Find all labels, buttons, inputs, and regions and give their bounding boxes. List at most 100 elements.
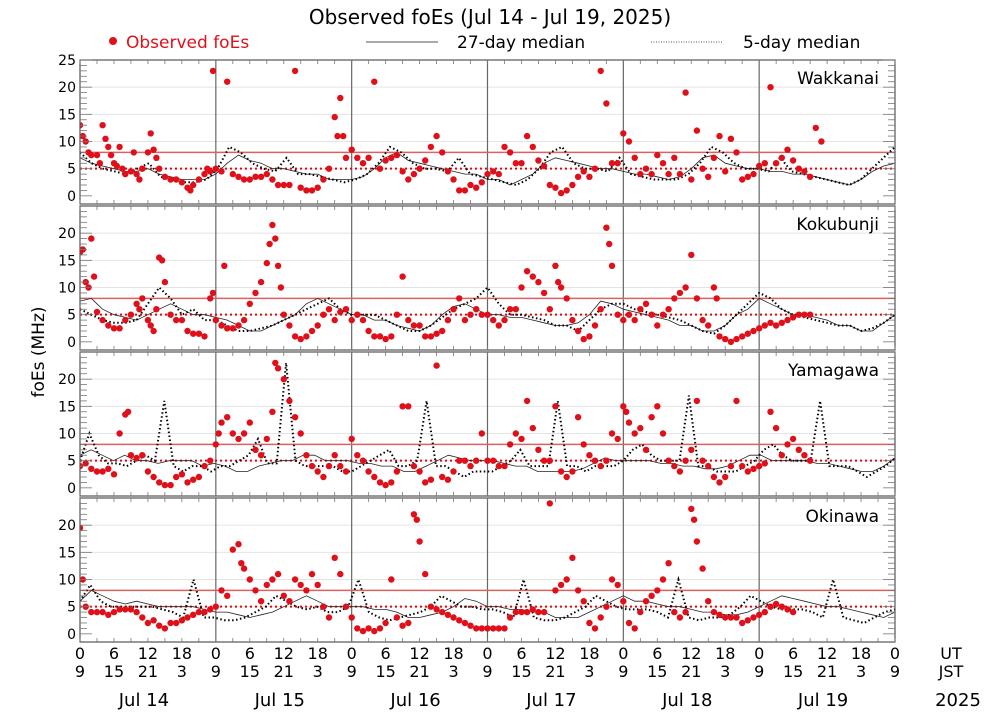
observed-point — [761, 160, 768, 167]
observed-point — [637, 608, 644, 616]
x-tick-jst: 3 — [584, 662, 594, 681]
observed-point — [195, 608, 203, 616]
observed-point — [642, 598, 650, 605]
observed-point — [682, 608, 689, 616]
x-tick-ut: 6 — [109, 644, 119, 663]
observed-point — [224, 592, 231, 599]
observed-point — [88, 151, 95, 159]
observed-point — [671, 462, 678, 470]
observed-point — [88, 608, 95, 616]
observed-point — [591, 322, 599, 329]
observed-point — [184, 327, 191, 335]
observed-point — [359, 160, 367, 167]
observed-point — [473, 306, 480, 313]
observed-point — [252, 289, 259, 297]
observed-point — [382, 157, 389, 164]
observed-point — [659, 160, 667, 167]
observed-point — [772, 600, 780, 608]
observed-point — [99, 122, 106, 129]
observed-point — [416, 322, 423, 329]
observed-point — [750, 170, 757, 178]
observed-point — [308, 327, 316, 335]
observed-point — [371, 333, 378, 340]
x-tick-jst: 15 — [511, 662, 531, 681]
observed-point — [625, 311, 633, 318]
observed-point — [784, 316, 791, 324]
observed-point — [342, 306, 350, 313]
x-axis-jst-label: JST — [938, 662, 964, 681]
observed-point — [733, 397, 740, 405]
y-tick-label: 20 — [58, 80, 76, 96]
observed-point — [110, 471, 118, 478]
observed-point — [229, 170, 236, 178]
observed-point — [597, 306, 604, 313]
observed-point — [184, 614, 191, 621]
observed-point — [490, 168, 497, 175]
observed-point — [229, 546, 236, 553]
observed-point — [676, 289, 684, 297]
observed-point — [620, 130, 627, 137]
observed-point — [337, 94, 344, 102]
observed-point — [665, 170, 672, 178]
observed-point — [716, 333, 723, 340]
observed-point — [433, 132, 440, 140]
x-tick-jst: 9 — [618, 662, 628, 681]
observed-point — [778, 452, 785, 459]
observed-point — [246, 300, 253, 307]
observed-point — [461, 187, 469, 194]
observed-point — [272, 235, 279, 242]
observed-point — [410, 462, 418, 470]
observed-point — [376, 333, 384, 340]
x-tick-ut: 0 — [482, 644, 492, 663]
observed-point — [772, 424, 780, 432]
observed-point — [158, 257, 166, 264]
observed-point — [388, 479, 395, 486]
observed-point — [337, 570, 344, 578]
observed-point — [439, 149, 446, 156]
observed-point — [201, 462, 208, 470]
observed-point — [756, 611, 763, 618]
observed-point — [529, 143, 536, 151]
y-tick-label: 0 — [67, 335, 76, 351]
observed-point — [280, 181, 287, 189]
observed-point — [238, 560, 245, 567]
observed-point — [286, 322, 293, 329]
observed-point — [96, 160, 104, 167]
observed-point — [506, 441, 514, 448]
x-tick-ut: 0 — [890, 644, 900, 663]
observed-point — [144, 619, 152, 627]
observed-point — [416, 468, 423, 475]
observed-point — [133, 454, 140, 462]
observed-point — [563, 576, 570, 583]
observed-point — [252, 587, 259, 594]
observed-point — [340, 132, 347, 140]
observed-point — [456, 187, 463, 194]
observed-point — [195, 330, 203, 337]
observed-point — [761, 460, 768, 467]
observed-point — [789, 435, 797, 443]
observed-point — [591, 457, 599, 464]
observed-point — [439, 327, 446, 335]
observed-point — [546, 500, 553, 507]
observed-point — [99, 608, 106, 616]
observed-point — [224, 78, 231, 85]
observed-point — [212, 165, 219, 172]
observed-point — [178, 617, 186, 624]
observed-point — [342, 154, 350, 161]
median-5day-line — [80, 285, 895, 335]
observed-point — [113, 162, 121, 170]
observed-point — [80, 524, 84, 532]
observed-point — [693, 127, 701, 134]
observed-point — [161, 278, 169, 286]
observed-point — [552, 403, 559, 410]
observed-point — [552, 184, 559, 191]
observed-point — [348, 146, 355, 153]
observed-point — [676, 170, 684, 178]
observed-point — [733, 614, 740, 621]
observed-point — [218, 419, 225, 426]
observed-point — [178, 179, 186, 186]
observed-point — [130, 149, 137, 156]
observed-point — [274, 262, 282, 269]
observed-point — [739, 619, 746, 627]
observed-point — [535, 157, 542, 164]
